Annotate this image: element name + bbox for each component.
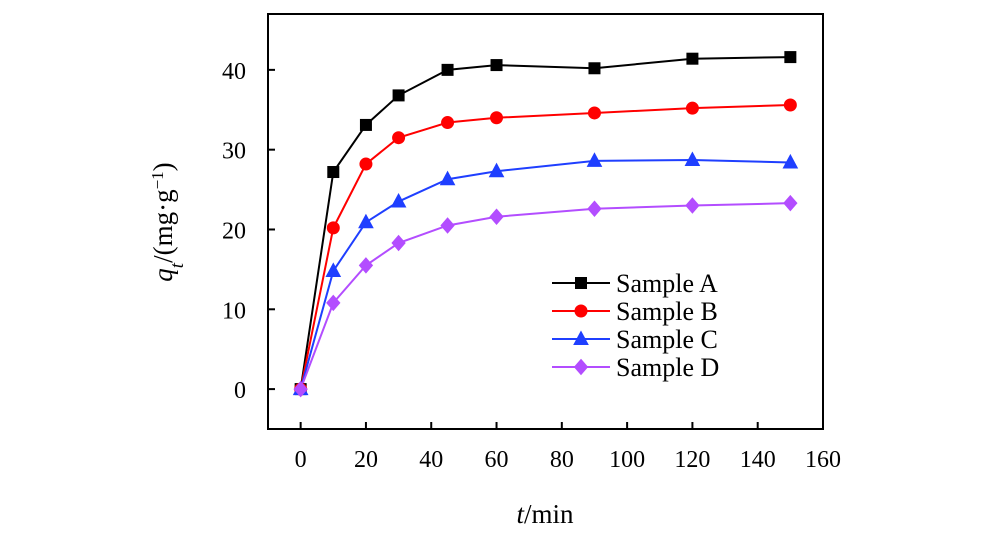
data-point-sample-c [488,162,505,178]
plot-frame [267,13,824,430]
data-point-sample-d [489,208,504,225]
data-point-sample-c [782,153,799,169]
data-point-sample-b [441,116,455,130]
legend-label-sample-c: Sample C [616,325,718,354]
data-point-sample-a [359,118,372,131]
y-tick-label: 10 [222,298,246,324]
data-point-sample-a [392,89,405,102]
data-point-sample-a [327,166,340,179]
data-point-sample-c [439,170,456,186]
x-tick-label: 20 [354,447,378,473]
data-point-sample-c [358,213,374,229]
y-tick-label: 20 [222,218,246,244]
y-tick-label: 40 [222,59,246,85]
data-point-sample-a [490,59,503,72]
legend-label-sample-b: Sample B [616,297,718,326]
data-point-sample-b [359,157,373,171]
legend-marker-sample-d [573,358,589,376]
data-point-sample-b [392,131,406,145]
legend-marker-sample-a [575,277,587,289]
x-axis-label: t/min [516,499,574,529]
data-point-sample-d [587,200,602,217]
legend-marker-sample-c [573,330,589,345]
data-point-sample-b [490,111,504,125]
data-point-sample-d [358,257,374,274]
data-point-sample-c [586,152,603,167]
x-tick-label: 80 [550,447,574,473]
data-point-sample-d [783,194,798,212]
legend-label-sample-d: Sample D [616,353,719,382]
data-point-sample-b [587,106,601,120]
data-point-sample-b [783,98,797,112]
legend-marker-sample-b [574,304,588,318]
x-tick-label: 160 [805,447,841,473]
data-point-sample-c [390,192,407,208]
data-point-sample-b [326,221,340,235]
x-tick-label: 120 [674,447,710,473]
data-point-sample-d [326,294,341,312]
y-tick-label: 30 [222,139,246,165]
data-point-sample-b [685,101,699,115]
x-tick-label: 0 [295,447,307,473]
data-point-sample-a [784,51,797,64]
x-tick-label: 40 [419,447,443,473]
data-point-sample-a [686,52,699,65]
y-axis-label: qt/(mg·g−1) [148,162,188,281]
x-tick-label: 60 [485,447,509,473]
y-tick-label: 0 [234,378,246,404]
data-point-sample-a [588,62,601,75]
x-tick-label: 100 [609,447,645,473]
legend-label-sample-a: Sample A [616,269,718,298]
data-point-sample-d [685,197,700,214]
data-point-sample-c [684,151,701,167]
x-tick-label: 140 [740,447,776,473]
data-point-sample-d [391,234,406,252]
data-point-sample-a [441,63,454,76]
data-point-sample-d [440,217,455,234]
data-point-sample-c [325,262,342,277]
data-point-sample-d [293,380,308,398]
